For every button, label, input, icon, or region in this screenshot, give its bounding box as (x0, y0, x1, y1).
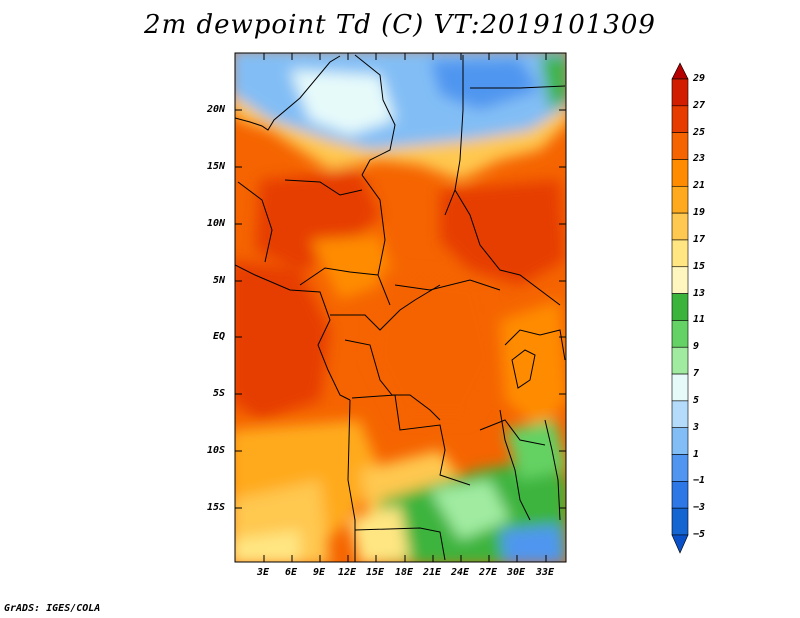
colorbar-swatch (671, 427, 689, 455)
colorbar-swatch (671, 105, 689, 133)
colorbar-label: −1 (693, 475, 706, 487)
colorbar-label: 25 (693, 126, 706, 138)
colorbar-label: 21 (693, 180, 706, 192)
colorbar-label: −3 (693, 502, 706, 514)
colorbar-swatch (671, 212, 689, 241)
lon-label-6e: 6E (285, 567, 298, 578)
map-title: 2m dewpoint Td (C) VT:2019101309 (144, 10, 656, 40)
dewpoint-field (235, 53, 566, 562)
colorbar-swatch (671, 266, 689, 294)
lon-label-3e: 3E (257, 567, 270, 578)
colorbar-swatch (671, 293, 689, 321)
lat-label-20n: 20N (207, 104, 226, 115)
lon-label-15e: 15E (366, 567, 385, 578)
colorbar-label: 17 (693, 233, 706, 245)
colorbar-swatch (671, 185, 689, 214)
colorbar-swatch (671, 373, 689, 402)
lon-label-9e: 9E (313, 567, 326, 578)
colorbar-label: 9 (693, 341, 700, 353)
colorbar-label: 15 (693, 260, 706, 272)
colorbar-label: 7 (693, 368, 700, 380)
colorbar-swatch (671, 239, 689, 268)
colorbar-label: 29 (693, 73, 706, 84)
lat-ticks (235, 109, 566, 509)
lat-label-5s: 5S (213, 388, 226, 399)
lat-label-15s: 15S (207, 502, 226, 513)
lon-ticks (263, 53, 547, 562)
colorbar-swatch (671, 481, 689, 509)
colorbar-swatch (671, 159, 689, 187)
grads-credit: GrADS: IGES/COLA (4, 603, 101, 614)
colorbar-label: 11 (693, 314, 706, 326)
colorbar-arrow-top (671, 62, 689, 80)
colorbar-swatch (671, 400, 689, 429)
colorbar (671, 62, 689, 554)
lon-label-33e: 33E (536, 567, 555, 578)
lat-label-15n: 15N (207, 161, 226, 172)
colorbar-swatch (671, 346, 689, 375)
colorbar-swatch (671, 507, 689, 536)
colorbar-label: 19 (693, 207, 706, 219)
lon-label-27e: 27E (479, 567, 498, 578)
colorbar-label: 3 (693, 421, 700, 433)
lat-label-10s: 10S (207, 445, 226, 456)
lon-label-24e: 24E (451, 567, 470, 578)
colorbar-label: 27 (693, 99, 706, 111)
lon-label-18e: 18E (395, 567, 414, 578)
colorbar-swatch (671, 78, 689, 107)
lon-label-30e: 30E (507, 567, 526, 578)
lat-label-5n: 5N (213, 275, 226, 286)
colorbar-label: 5 (693, 394, 700, 406)
lat-label-eq: EQ (213, 331, 226, 342)
colorbar-label: 13 (693, 287, 706, 299)
colorbar-label: 23 (693, 153, 706, 165)
colorbar-label: −5 (693, 529, 706, 540)
colorbar-swatch (671, 132, 689, 160)
lon-label-12e: 12E (338, 567, 357, 578)
map-frame (234, 52, 567, 563)
lon-label-21e: 21E (423, 567, 442, 578)
lat-label-10n: 10N (207, 218, 226, 229)
colorbar-swatch (671, 454, 689, 482)
country-borders (235, 54, 566, 562)
colorbar-label: 1 (693, 448, 700, 460)
colorbar-swatch (671, 320, 689, 348)
colorbar-arrow-bottom (671, 534, 689, 554)
